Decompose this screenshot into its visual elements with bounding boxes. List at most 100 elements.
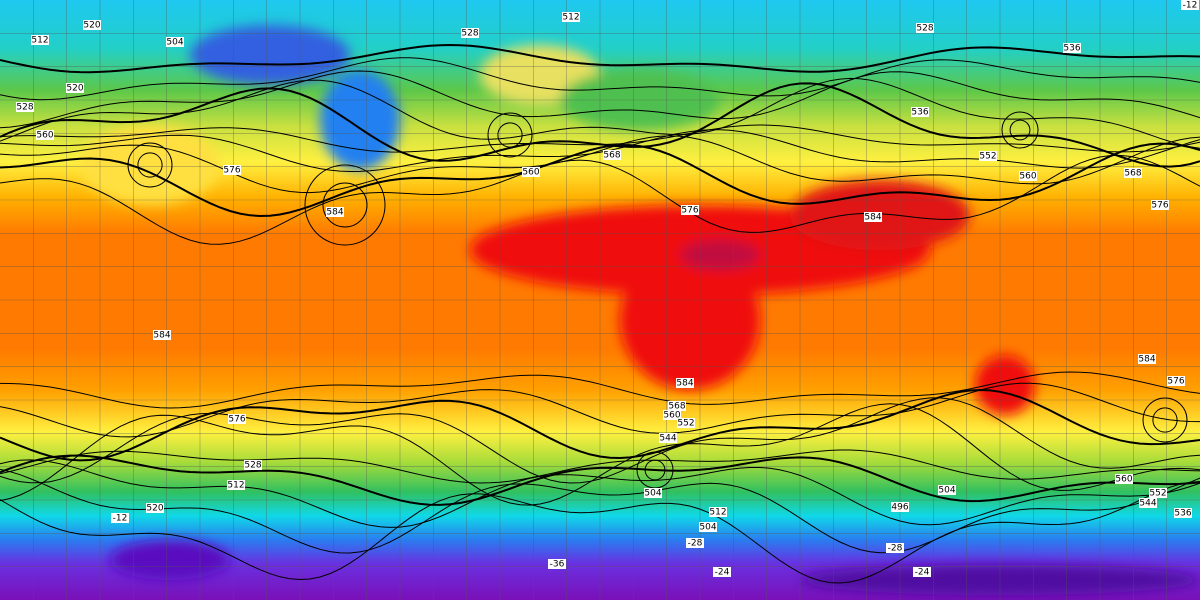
cold-core [320, 70, 400, 170]
contour-line [0, 129, 1200, 173]
contour-labels: 5125205045285125285365205285605765845605… [16, 0, 1199, 578]
contour-label-box [1167, 376, 1185, 386]
contour-label: 528 [244, 461, 261, 471]
contour-label: 496 [891, 503, 908, 513]
warm-patch [80, 125, 220, 205]
contour-label: 512 [562, 13, 579, 23]
contour-label: 504 [938, 486, 955, 496]
cold-core [110, 540, 230, 580]
contour-label: 536 [911, 108, 928, 118]
hot-core [680, 240, 760, 270]
closed-contour [1009, 119, 1031, 141]
contour-line [0, 124, 1200, 153]
closed-contour [127, 142, 173, 188]
contour-label-box [1149, 488, 1167, 498]
contour-label-box [66, 83, 84, 93]
contour-label-box [1019, 171, 1037, 181]
contour-line [0, 481, 1200, 584]
closed-contour [487, 112, 533, 158]
contour-label: 512 [709, 508, 726, 518]
contour-label: 552 [1149, 489, 1166, 499]
temperature-label-box [713, 567, 731, 577]
contour-label-box [223, 165, 241, 175]
contour-label-box [16, 102, 34, 112]
temperature-label-box [1181, 0, 1199, 10]
temperature-label: -28 [888, 544, 903, 554]
contour-label: 544 [1139, 499, 1156, 509]
contour-label-box [916, 23, 934, 33]
temperature-label-box [913, 567, 931, 577]
contour-label-box [1115, 474, 1133, 484]
contour-line [0, 142, 1200, 218]
contour-label: 576 [681, 206, 698, 216]
contour-line [0, 454, 1200, 506]
contour-label-box [663, 410, 681, 420]
contour-label: 568 [668, 402, 685, 412]
contour-line [0, 459, 1200, 528]
contour-label-box [911, 107, 929, 117]
contour-label: 560 [663, 411, 680, 421]
contour-label-box [461, 28, 479, 38]
contour-line [0, 135, 1200, 194]
contour-label-box [668, 401, 686, 411]
closed-contour [322, 182, 368, 228]
contour-label-box [938, 485, 956, 495]
contour-label-box [644, 488, 662, 498]
contour-label: 584 [326, 208, 343, 218]
contour-label: 584 [153, 331, 170, 341]
contour-label-box [36, 130, 54, 140]
contour-label-box [677, 418, 695, 428]
temperature-label: -24 [915, 568, 930, 578]
contour-label: 528 [16, 103, 33, 113]
contour-label-box [603, 150, 621, 160]
contour-label: 520 [146, 504, 163, 514]
contour-label: 584 [1138, 355, 1155, 365]
contour-label: 504 [699, 523, 716, 533]
contour-label-box [166, 37, 184, 47]
contour-line [0, 397, 1200, 484]
contour-label: 528 [461, 29, 478, 39]
contours [0, 43, 1200, 584]
contour-line [0, 388, 1200, 462]
contour-label-box [31, 35, 49, 45]
closed-contour [1142, 397, 1188, 443]
contour-line [0, 449, 1200, 484]
contour-label: 536 [1174, 509, 1191, 519]
contour-label: 528 [916, 24, 933, 34]
closed-contour [304, 164, 386, 246]
contour-label: 560 [36, 131, 53, 141]
contour-line [0, 403, 1200, 506]
contour-label-box [228, 414, 246, 424]
contour-label-box [1174, 508, 1192, 518]
contour-label: 584 [864, 213, 881, 223]
closed-contour [497, 122, 523, 148]
contour-label: 520 [66, 84, 83, 94]
contour-label: 560 [1115, 475, 1132, 485]
temperature-label: -12 [113, 514, 128, 524]
contour-label: 560 [1019, 172, 1036, 182]
contour-label-box [153, 330, 171, 340]
contour-label-box [676, 378, 694, 388]
contour-label-box [562, 12, 580, 22]
contour-label-box [83, 20, 101, 30]
closed-contour [1152, 407, 1178, 433]
temperature-label: -28 [688, 539, 703, 549]
contour-line [0, 77, 1200, 149]
contour-label: 504 [166, 38, 183, 48]
contour-line [0, 43, 1200, 74]
contour-label: 576 [223, 166, 240, 176]
contour-label: 544 [659, 434, 676, 444]
temperature-label-box [111, 513, 129, 523]
contour-label: 584 [676, 379, 693, 389]
temperature-label-box [548, 559, 566, 569]
contour-label: 568 [1124, 169, 1141, 179]
contour-label-box [326, 207, 344, 217]
contour-label-box [891, 502, 909, 512]
contour-label-box [244, 460, 262, 470]
contour-label-box [227, 480, 245, 490]
closed-contour [644, 459, 666, 481]
closed-contour [137, 152, 163, 178]
contour-label: 560 [522, 168, 539, 178]
closed-contour [1001, 111, 1039, 149]
